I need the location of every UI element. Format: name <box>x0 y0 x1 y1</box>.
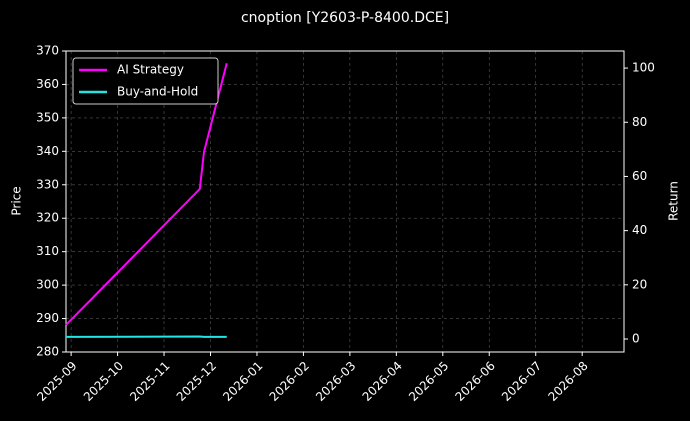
y-tick-label: 290 <box>36 311 59 325</box>
y2-tick-label: 60 <box>632 169 647 183</box>
y-tick-label: 330 <box>36 177 59 191</box>
legend-label: AI Strategy <box>117 63 184 77</box>
y-tick-label: 280 <box>36 345 59 359</box>
y2-tick-label: 80 <box>632 115 647 129</box>
x-tick-label: 2026-04 <box>360 359 405 404</box>
x-tick-label: 2026-07 <box>499 359 544 404</box>
line-series <box>65 62 228 326</box>
y2-tick-label: 0 <box>632 331 640 345</box>
legend-label: Buy-and-Hold <box>117 85 198 99</box>
y-tick-label: 360 <box>36 77 59 91</box>
y-axis-label: Price <box>10 186 24 215</box>
y-tick-label: 340 <box>36 144 59 158</box>
x-tick-label: 2026-08 <box>545 359 590 404</box>
x-tick-label: 2026-01 <box>220 359 265 404</box>
y2-axis-label: Return <box>667 181 681 221</box>
x-tick-label: 2025-11 <box>127 359 172 404</box>
x-tick-label: 2026-05 <box>406 359 451 404</box>
x-tick-label: 2026-06 <box>453 359 498 404</box>
legend-box <box>72 57 219 105</box>
y-tick-label: 370 <box>36 44 59 58</box>
x-tick-label: 2025-10 <box>81 359 126 404</box>
plot-frame <box>65 50 625 353</box>
y2-tick-label: 40 <box>632 223 647 237</box>
y-tick-label: 300 <box>36 278 59 292</box>
y-tick-label: 320 <box>36 211 59 225</box>
x-tick-label: 2025-09 <box>34 359 79 404</box>
y-tick-label: 310 <box>36 244 59 258</box>
y2-tick-label: 100 <box>632 61 655 75</box>
chart-title: cnoption [Y2603-P-8400.DCE] <box>241 10 449 26</box>
legend: AI Strategy Buy-and-Hold <box>72 57 219 105</box>
y2-tick-label: 20 <box>632 277 647 291</box>
x-tick-label: 2026-03 <box>313 359 358 404</box>
y-tick-label: 350 <box>36 110 59 124</box>
x-tick-label: 2025-12 <box>174 359 219 404</box>
x-tick-label: 2026-02 <box>267 359 312 404</box>
